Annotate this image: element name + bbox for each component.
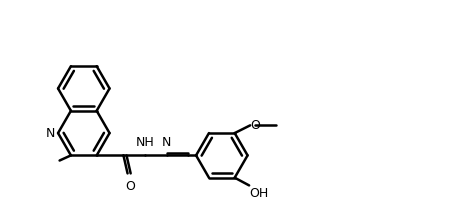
- Text: N: N: [162, 136, 171, 149]
- Text: O: O: [250, 119, 259, 132]
- Text: OH: OH: [249, 187, 268, 200]
- Text: N: N: [46, 127, 56, 140]
- Text: NH: NH: [136, 136, 154, 149]
- Text: O: O: [126, 180, 135, 193]
